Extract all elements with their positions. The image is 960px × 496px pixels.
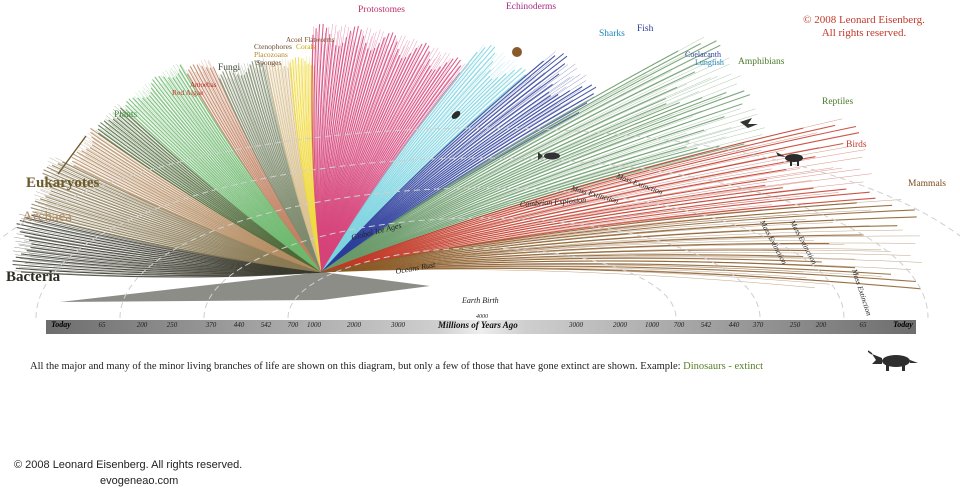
label-birds: Birds	[846, 140, 867, 150]
axis-tick-left-0: Today	[51, 320, 71, 329]
label-fish: Fish	[637, 24, 654, 34]
dinosaur-icon	[776, 152, 803, 166]
axis-tick-right-10: Today	[893, 320, 913, 329]
copyright-line-1: © 2008 Leonard Eisenberg.	[803, 14, 925, 26]
time-ring-3	[35, 157, 929, 319]
branch-fans	[12, 23, 922, 302]
label-plants: Plants	[114, 110, 138, 120]
label-fungi: Fungi	[218, 63, 241, 73]
copyright-notice-top: © 2008 Leonard Eisenberg. All rights res…	[784, 14, 944, 40]
axis-tick-left-10: 3000	[391, 321, 405, 329]
time-rings	[0, 127, 960, 319]
axis-tick-left-6: 542	[260, 321, 272, 329]
axis-tick-right-6: 370	[752, 321, 764, 329]
axis-tick-right-5: 440	[728, 321, 740, 329]
label-reptiles: Reptiles	[822, 97, 853, 107]
triceratops-icon	[868, 350, 918, 371]
time-ring-0	[287, 247, 677, 319]
website-link[interactable]: evogeneao.com	[100, 475, 179, 487]
axis-tick-left-9: 2000	[347, 321, 361, 329]
label-red-algae: Red Algae	[172, 88, 204, 97]
copyright-bottom: © 2008 Leonard Eisenberg. All rights res…	[14, 459, 243, 471]
time-ring-1	[203, 217, 761, 319]
axis-tick-right-9: 65	[859, 321, 867, 329]
axis-tick-right-8: 200	[815, 321, 827, 329]
label-coelacanth: Coelacanth	[685, 50, 721, 59]
label-bacteria: Bacteria	[6, 269, 61, 285]
label-protostomes: Protostomes	[358, 5, 405, 15]
copyright-footer: © 2008 Leonard Eisenberg. All rights res…	[14, 457, 242, 489]
copyright-line-2: All rights reserved.	[821, 27, 907, 39]
label-echinoderms: Echinoderms	[506, 2, 556, 12]
branch-fan-1	[30, 157, 323, 273]
axis-tick-right-3: 700	[673, 321, 685, 329]
tree-of-life-diagram: Bacteria Archaea Eukaryotes Plants Red A…	[0, 2, 960, 319]
label-archaea: Archaea	[22, 209, 72, 225]
branch-fan-12	[321, 36, 765, 273]
diagram-caption: All the major and many of the minor livi…	[30, 361, 763, 372]
branch-fan-0	[12, 213, 323, 278]
bacteria-base-streak	[60, 272, 430, 302]
label-lungfish: Lungfish	[695, 58, 724, 67]
axis-tick-left-2: 200	[136, 321, 148, 329]
event-cambrian-explosion: Cambrian Explosion	[520, 195, 587, 209]
label-amphibians: Amphibians	[738, 57, 785, 67]
axis-tick-left-3: 250	[166, 321, 178, 329]
event-mass-extinction-5: Mass Extinction	[850, 267, 874, 317]
label-acoel-flatworms: Acoel Flatworms	[286, 36, 335, 44]
branch-fan-9	[311, 23, 470, 273]
axis-tick-left-5: 440	[233, 321, 245, 329]
fish-icon	[538, 152, 560, 160]
axis-tick-right-4: 542	[700, 321, 712, 329]
label-corals: Corals	[296, 42, 316, 51]
axis-tick-left-4: 370	[205, 321, 217, 329]
caption-example: Dinosaurs - extinct	[683, 361, 764, 372]
axis-tick-right-2: 1000	[645, 321, 659, 329]
label-amoebas: Amoebas	[190, 81, 217, 89]
snail-icon	[512, 47, 522, 57]
branch-fan-5	[185, 59, 323, 273]
axis-tick-left-8: 1000	[307, 321, 321, 329]
axis-tick-right-7: 250	[789, 321, 801, 329]
branch-fan-13	[321, 118, 876, 273]
branch-fan-11	[321, 51, 603, 273]
axis-tick-left-1: 65	[98, 321, 106, 329]
axis-title: Millions of Years Ago	[438, 320, 518, 330]
axis-center-value: 4000	[476, 314, 488, 320]
axis-tick-right-1: 2000	[613, 321, 627, 329]
axis-tick-left-7: 700	[287, 321, 299, 329]
event-earth-birth: Earth Birth	[461, 296, 499, 305]
label-eukaryotes: Eukaryotes	[26, 175, 100, 191]
time-axis: Millions of Years Ago Today 65 200 250 370 44…	[46, 320, 916, 334]
leaf-icon	[451, 111, 461, 119]
label-placozoans: Placozoans	[254, 50, 288, 59]
label-sharks: Sharks	[599, 29, 625, 39]
bird-icon	[740, 118, 758, 128]
eukaryotes-pointer	[57, 135, 87, 175]
label-ctenophores: Ctenophores	[254, 42, 292, 51]
label-mammals: Mammals	[908, 179, 946, 189]
branch-fan-14	[321, 199, 922, 290]
label-sponges: Sponges	[256, 58, 282, 67]
caption-text: All the major and many of the minor livi…	[30, 361, 681, 372]
axis-tick-right-0: 3000	[569, 321, 583, 329]
